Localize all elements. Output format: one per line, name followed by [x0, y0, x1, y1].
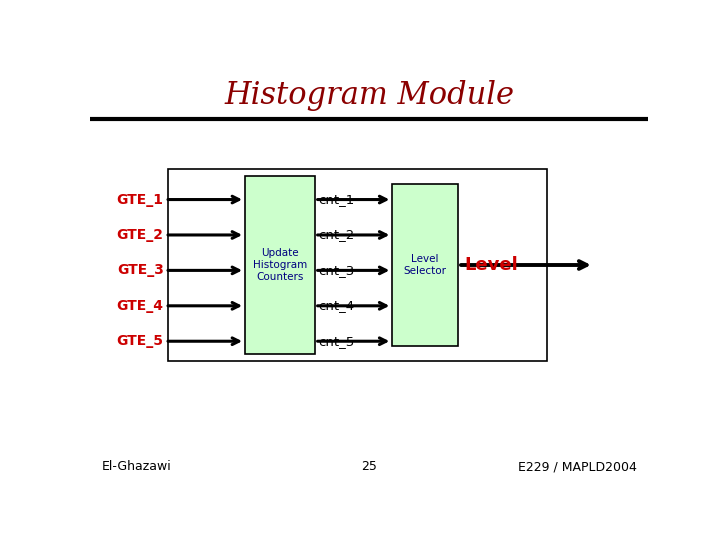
Text: cnt_2: cnt_2: [318, 228, 354, 241]
Text: GTE_1: GTE_1: [117, 193, 163, 206]
Text: Histogram Module: Histogram Module: [224, 80, 514, 111]
Text: GTE_2: GTE_2: [117, 228, 163, 242]
Text: El-Ghazawi: El-Ghazawi: [102, 460, 171, 473]
Text: GTE_5: GTE_5: [117, 334, 163, 348]
Bar: [245, 177, 315, 354]
Text: cnt_5: cnt_5: [318, 335, 354, 348]
Text: GTE_4: GTE_4: [117, 299, 163, 313]
Bar: [392, 184, 458, 346]
Text: cnt_1: cnt_1: [318, 193, 354, 206]
Text: GTE_3: GTE_3: [117, 264, 163, 278]
Text: Level: Level: [464, 256, 518, 274]
Text: Update
Histogram
Counters: Update Histogram Counters: [253, 248, 307, 281]
Text: Level
Selector: Level Selector: [404, 254, 446, 276]
Text: E229 / MAPLD2004: E229 / MAPLD2004: [518, 460, 636, 473]
Text: cnt_4: cnt_4: [318, 299, 354, 312]
Text: 25: 25: [361, 460, 377, 473]
Text: cnt_3: cnt_3: [318, 264, 354, 277]
Bar: [168, 168, 547, 361]
